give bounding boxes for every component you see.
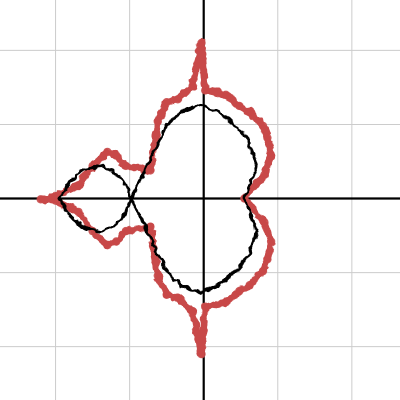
fractal-outer-point-9 [162, 98, 171, 107]
fractal-outer-point-35 [146, 222, 155, 231]
fractal-outer-point-0 [36, 195, 45, 204]
fractal-outer-point-38 [103, 241, 112, 250]
fractal-outer-point-23 [266, 237, 276, 246]
fractal-outer-point-26 [245, 281, 254, 290]
fractal-outer-point-12 [197, 38, 206, 48]
fractal-outer-point-41 [51, 196, 60, 205]
fractal-outer-point-7 [146, 166, 155, 175]
fractal-outer-point-27 [235, 286, 244, 296]
fractal-outer-point-30 [197, 349, 206, 359]
fractal-outer-point-22 [260, 218, 269, 227]
fractal-outer-point-20 [260, 170, 269, 179]
fractal-outer-point-24 [263, 255, 272, 264]
fractal-outer-point-5 [112, 151, 121, 160]
fractal-outer-point-8 [153, 117, 162, 126]
fractal-outer-point-34 [153, 271, 162, 280]
fractal-outer-point-16 [245, 107, 254, 117]
fractal-outer-point-15 [235, 101, 244, 111]
fractal-outer-point-4 [103, 147, 112, 157]
fractal-outer-point-11 [188, 81, 197, 91]
fractal-outer-point-28 [221, 298, 231, 307]
fractal-outer-point-6 [121, 161, 131, 171]
fractal-outer-point-10 [173, 95, 182, 104]
fractal-outer-point-32 [173, 293, 182, 302]
fractal-inner-curve [58, 102, 259, 295]
fractal-outer-point-13 [201, 86, 210, 95]
fractal-outer-point-33 [162, 290, 171, 299]
fractal-outer-point-29 [201, 302, 210, 311]
fractal-outer-point-40 [74, 207, 83, 217]
fractal-outer-point-18 [263, 133, 272, 142]
fractal-outer-point-36 [121, 226, 131, 236]
fractal-outer-point-14 [221, 90, 231, 100]
fractal-outer-point-17 [258, 121, 268, 131]
fractal-outer-point-31 [188, 306, 197, 316]
fractal-curves [36, 38, 276, 359]
fractal-outer-point-25 [258, 266, 268, 276]
fractal-outer-point-19 [266, 151, 276, 160]
fractal-outer-point-37 [112, 237, 121, 246]
fractal-outer-point-2 [74, 181, 83, 190]
